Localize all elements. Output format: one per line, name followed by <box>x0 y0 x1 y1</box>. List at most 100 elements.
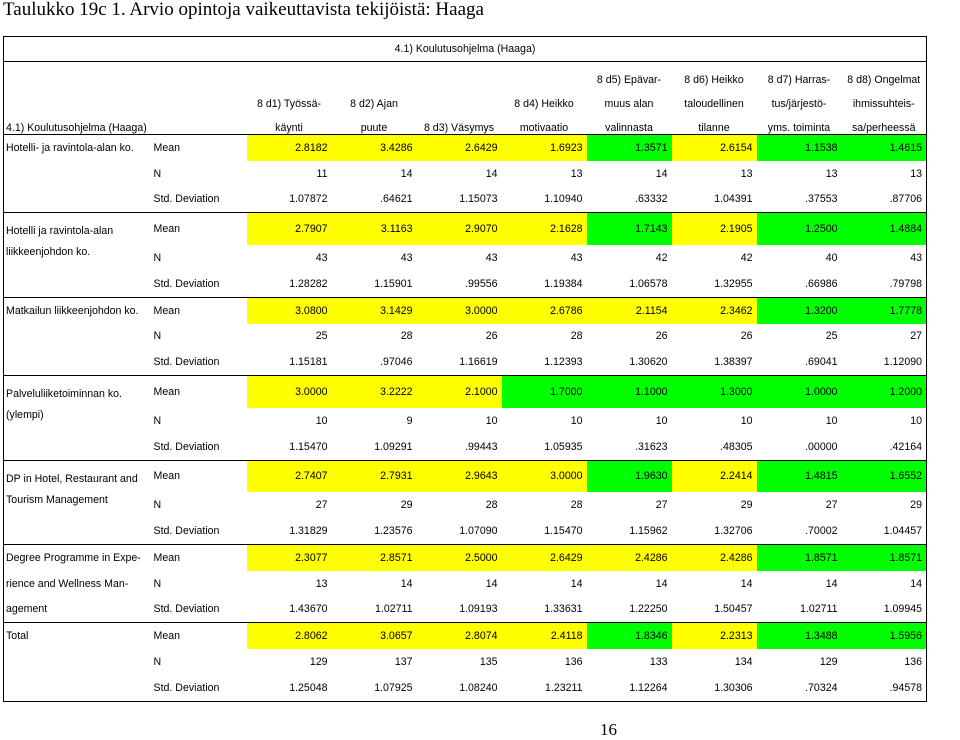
value-cell: 43 <box>485 252 498 265</box>
value-cell: 2.7931 <box>331 460 417 493</box>
header-row-label: 4.1) Koulutusohjelma (Haaga) <box>3 110 247 135</box>
column-header: puute <box>331 110 417 135</box>
value-cell: 28 <box>485 499 498 512</box>
group-label: Palveluliiketoiminnan ko. (ylempi) <box>3 375 152 421</box>
table-row: rience and Wellness Man- N 13 14 14 14 14 14 14 1… <box>3 570 927 597</box>
statistic-label: Mean <box>153 141 181 154</box>
value-cell: 40 <box>825 252 838 265</box>
value-cell: 1.43670 <box>246 596 332 624</box>
group-label-line: rience and Wellness Man- <box>6 577 129 590</box>
value-cell: .99556 <box>416 270 502 298</box>
value-cell: .70002 <box>756 518 842 545</box>
column-header: 8 d4) Heikko <box>514 98 574 110</box>
value-cell: 1.15470 <box>246 433 332 461</box>
value-cell: 29 <box>841 492 927 519</box>
value-cell: 2.4286 <box>586 544 672 571</box>
group-label-line: Matkailun liikkeenjohdon ko. <box>6 304 139 317</box>
value-cell: 1.5956 <box>841 622 927 650</box>
value-cell: 1.7778 <box>841 297 927 324</box>
column-header: 8 d2) Ajan <box>350 98 398 110</box>
value-cell: 1.32955 <box>671 270 757 298</box>
value-cell: 1.05935 <box>501 433 587 461</box>
column-header: käynti <box>246 110 332 135</box>
value-cell: 14 <box>655 167 668 180</box>
value-cell: 43 <box>841 245 927 271</box>
value-cell: 2.3077 <box>246 544 332 571</box>
value-cell: 2.4118 <box>501 622 587 650</box>
value-cell: .37553 <box>756 186 842 214</box>
table-row: N 10 9 10 10 10 10 10 10 <box>3 407 927 434</box>
value-cell: 2.2313 <box>671 622 757 650</box>
value-cell: 2.5000 <box>416 544 502 571</box>
table-row: Hotelli- ja ravintola-alan ko. Mean 2.8182… <box>3 134 927 161</box>
value-cell: 1.16619 <box>416 349 502 377</box>
value-cell: .31623 <box>586 433 672 461</box>
value-cell: 1.8346 <box>586 622 672 650</box>
value-cell: 1.33631 <box>501 596 587 624</box>
value-cell: .63332 <box>586 186 672 214</box>
table-row: Palveluliiketoiminnan ko. (ylempi) Mean 3.0… <box>3 375 927 421</box>
value-cell: 1.38397 <box>671 349 757 377</box>
column-header: valinnasta <box>586 110 672 135</box>
statistic-label: Std. Deviation <box>151 433 247 461</box>
value-cell: 10 <box>825 414 838 427</box>
value-cell: 1.1538 <box>756 134 842 161</box>
column-header: ihmissuhteis- <box>841 86 927 110</box>
value-cell: 1.23211 <box>501 674 587 702</box>
value-cell: 1.06578 <box>586 270 672 298</box>
value-cell: 1.25048 <box>246 674 332 702</box>
group-label <box>3 518 152 545</box>
value-cell: 1.3200 <box>756 297 842 324</box>
value-cell: 1.3000 <box>671 375 757 408</box>
value-cell: 1.30620 <box>586 349 672 377</box>
value-cell: 1.30306 <box>671 674 757 702</box>
value-cell: 10 <box>655 414 668 427</box>
value-cell: 1.4884 <box>841 212 927 246</box>
value-cell: 2.6429 <box>501 544 587 571</box>
value-cell: 1.8571 <box>841 544 927 571</box>
group-label <box>3 407 152 434</box>
statistic-label: Mean <box>153 630 181 643</box>
table-row: N 27 29 28 28 27 29 27 29 <box>3 492 927 519</box>
column-header: taloudellinen <box>684 98 744 110</box>
header-row: 8 d5) Epävar- 8 d6) Heikko 8 d7) Harras- 8 … <box>3 61 927 86</box>
header-row: 8 d1) Työssä- 8 d2) Ajan 8 d4) Heikko muus … <box>3 86 927 110</box>
value-cell: 1.32706 <box>671 518 757 545</box>
value-cell: 135 <box>479 656 498 669</box>
value-cell: 1.15901 <box>331 270 417 298</box>
group-label-line: Tourism Management <box>6 493 108 506</box>
group-label-line: liikkeenjohdon ko. <box>6 246 91 259</box>
value-cell: 1.07090 <box>416 518 502 545</box>
value-cell: 14 <box>740 577 753 590</box>
value-cell: 1.09193 <box>416 596 502 624</box>
header-row: 4.1) Koulutusohjelma (Haaga) käynti puute 8… <box>3 110 927 135</box>
group-label-line: agement <box>6 603 48 616</box>
statistic-label: Std. Deviation <box>151 674 247 702</box>
value-cell: 10 <box>841 407 927 434</box>
statistic-label: Mean <box>153 470 181 483</box>
results-table: 4.1) Koulutusohjelma (Haaga) 8 d5) Epäva… <box>3 36 927 702</box>
group-label-line: DP in Hotel, Restaurant and <box>6 472 138 485</box>
value-cell: 14 <box>400 167 413 180</box>
table-row: Std. Deviation 1.07872.64621 1.15073 1.1094… <box>3 186 927 214</box>
value-cell: 13 <box>841 160 927 187</box>
value-cell: 1.3488 <box>756 622 842 650</box>
table-row: Std. Deviation 1.31829 1.23576 1.07090 1.154… <box>3 518 927 545</box>
value-cell: 26 <box>740 330 753 343</box>
value-cell: 2.9643 <box>416 460 502 493</box>
value-cell: 1.02711 <box>756 596 842 624</box>
column-header: tilanne <box>671 110 757 135</box>
column-header: sa/perheessä <box>841 110 927 135</box>
table-row: Matkailun liikkeenjohdon ko. Mean 3.0800 3.… <box>3 297 927 324</box>
statistic-label: N <box>153 577 162 590</box>
value-cell: 14 <box>400 577 413 590</box>
statistic-label: Mean <box>153 223 181 236</box>
group-label <box>3 323 152 350</box>
column-header: tus/järjestö- <box>771 98 827 110</box>
value-cell: 9 <box>406 414 413 427</box>
column-header <box>417 86 502 110</box>
column-header <box>246 61 332 86</box>
value-cell: 1.22250 <box>586 596 672 624</box>
statistic-label: Std. Deviation <box>151 349 247 377</box>
value-cell: .42164 <box>841 433 927 461</box>
